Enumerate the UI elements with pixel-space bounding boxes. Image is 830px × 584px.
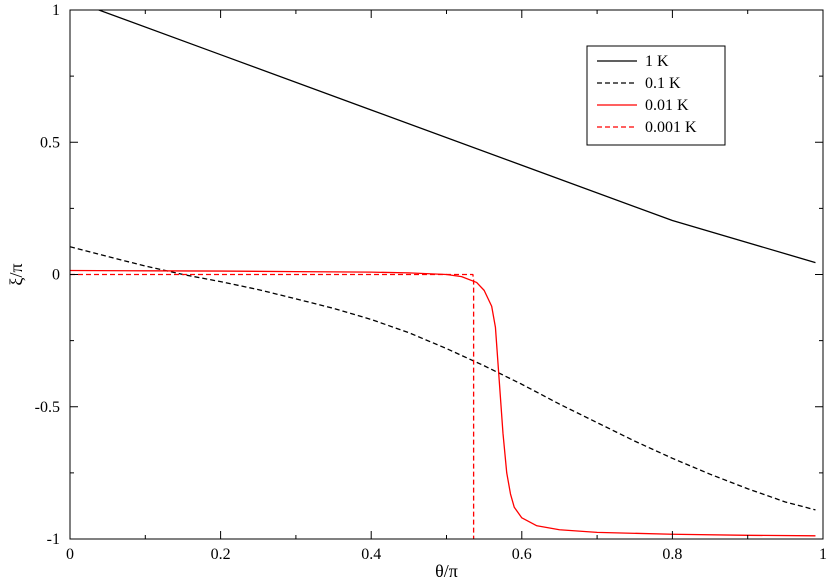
y-tick-label: 0.5 bbox=[40, 134, 60, 151]
y-tick-label: 1 bbox=[52, 2, 60, 19]
x-tick-label: 0.8 bbox=[662, 546, 682, 563]
y-tick-label: -1 bbox=[47, 531, 60, 548]
x-tick-label: 1 bbox=[819, 546, 827, 563]
x-tick-label: 0.4 bbox=[361, 546, 381, 563]
legend-label: 1 K bbox=[645, 53, 669, 70]
x-tick-label: 0.6 bbox=[512, 546, 532, 563]
plot-lines bbox=[70, 10, 816, 539]
y-axis-label: ξ/π bbox=[6, 263, 26, 285]
series-line-2 bbox=[70, 246, 816, 511]
legend-label: 0.001 K bbox=[645, 119, 697, 136]
series-line-3 bbox=[70, 269, 816, 537]
y-tick-label: 0 bbox=[52, 267, 60, 284]
series-line-1 bbox=[96, 10, 816, 264]
axis-ticks bbox=[69, 9, 824, 540]
legend-label: 0.01 K bbox=[645, 97, 689, 114]
legend-label: 0.1 K bbox=[645, 75, 681, 92]
x-axis-label: θ/π bbox=[435, 561, 458, 581]
legend: 1 K 0.1 K 0.01 K 0.001 K bbox=[586, 45, 726, 146]
x-tick-label: 0 bbox=[66, 546, 74, 563]
y-tick-label: -0.5 bbox=[35, 399, 60, 416]
series-line-4 bbox=[70, 273, 475, 539]
legend-box bbox=[586, 45, 726, 146]
tick-labels: 0 0.2 0.4 0.6 0.8 1 -1 -0.5 0 0.5 1 bbox=[35, 2, 827, 563]
x-tick-label: 0.2 bbox=[211, 546, 231, 563]
